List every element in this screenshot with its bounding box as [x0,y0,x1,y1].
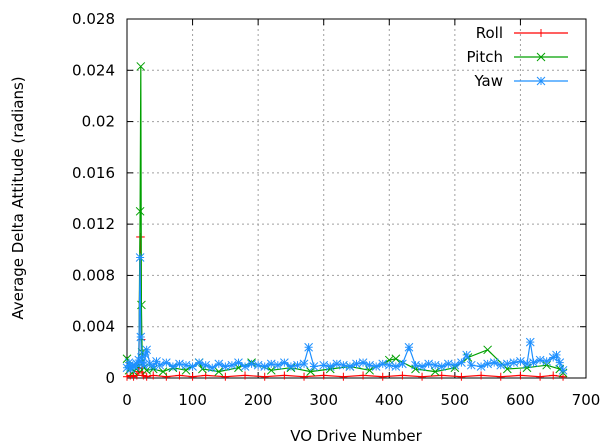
pitch-point [137,300,146,310]
yaw-point [136,332,146,342]
yaw-point [502,359,512,369]
roll-point [142,372,151,381]
yaw-point [466,360,476,370]
y-tick-label: 0.028 [72,10,115,28]
yaw-point [299,359,309,369]
roll-point [418,372,427,381]
pitch-point [306,367,315,376]
yaw-point [462,350,472,360]
yaw-point [188,362,197,371]
yaw-point [155,360,165,370]
yaw-point [525,337,535,347]
series-roll [123,232,568,381]
roll-point [260,372,269,381]
y-tick-label: 0 [105,369,115,387]
x-tick-label: 600 [506,391,535,409]
y-tick-label: 0.016 [72,164,115,182]
roll-point [477,371,486,380]
x-tick-label: 0 [122,391,132,409]
pitch-point [483,345,492,355]
roll-point [339,372,348,381]
grid-lines [127,19,586,378]
yaw-point [398,359,407,369]
y-axis-title: Average Delta Attitude (radians) [9,76,27,319]
roll-point [378,372,387,381]
roll-point [280,371,289,380]
pitch-point [214,367,224,376]
roll-point [162,372,171,381]
roll-point [496,372,505,381]
roll-point [129,372,138,381]
roll-point [319,371,328,380]
yaw-point [558,365,568,375]
x-tick-label: 400 [375,391,404,409]
yaw-point [194,358,204,367]
yaw-point [141,350,150,360]
x-axis-title: VO Drive Number [290,427,422,445]
pitch-point [266,365,276,375]
y-tick-label: 0.024 [72,61,115,79]
x-tick-label: 200 [244,391,273,409]
roll-point [139,371,148,380]
series-pitch [122,62,568,378]
pitch-point [136,62,146,71]
yaw-point [542,356,552,366]
legend-marker-pitch [536,52,546,62]
y-tick-label: 0.008 [72,266,115,284]
series-yaw [122,253,568,375]
roll-point [241,371,250,380]
roll-point [188,372,197,381]
y-tick-label: 0.004 [72,318,115,336]
yaw-point [304,342,313,352]
roll-point [536,372,545,381]
pitch-point [158,367,168,376]
roll-point [359,371,368,380]
yaw-point [135,253,145,262]
roll-point [149,371,158,380]
yaw-point [332,359,342,369]
y-tick-label: 0.012 [72,215,115,233]
yaw-line [126,257,564,371]
legend-marker-roll [537,29,545,37]
legend-label-pitch: Pitch [466,48,503,66]
yaw-point [496,360,506,370]
x-tick-label: 100 [178,391,207,409]
x-tick-label: 500 [441,391,470,409]
yaw-point [457,358,466,367]
roll-point [300,372,309,381]
legend: Roll Pitch Yaw [466,24,568,90]
yaw-point [234,358,243,367]
yaw-point [309,362,319,371]
legend-label-yaw: Yaw [473,72,503,90]
x-tick-label: 300 [309,391,338,409]
roll-point [516,371,525,380]
yaw-point [552,350,561,360]
roll-point [398,371,407,380]
y-tick-label: 0.02 [82,113,115,131]
pitch-point [430,367,440,376]
legend-label-roll: Roll [476,24,503,42]
yaw-point [555,358,565,367]
roll-point [457,372,466,381]
roll-point [549,371,558,380]
pitch-point [135,206,145,216]
y-ticks: 0 0.004 0.008 0.012 0.016 0.02 0.024 0.028 [72,10,586,387]
plot-frame [126,18,587,379]
yaw-point [253,360,263,370]
yaw-point [142,345,152,355]
series-layer [122,62,568,381]
legend-marker-yaw [536,76,546,86]
x-tick-label: 700 [572,391,601,409]
roll-point [221,372,230,381]
roll-point [175,371,184,380]
yaw-point [404,342,414,352]
